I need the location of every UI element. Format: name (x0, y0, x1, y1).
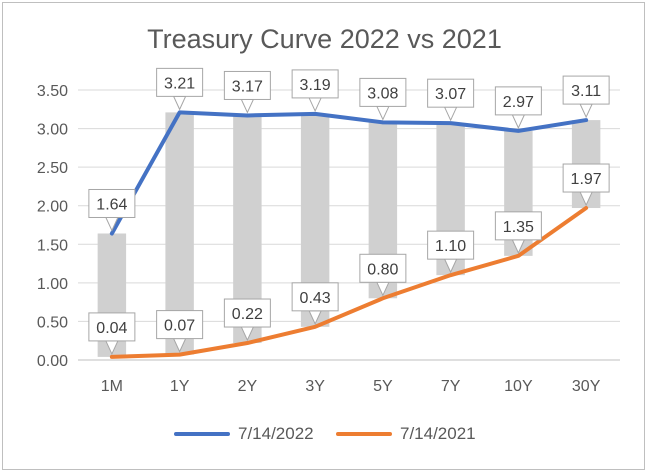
x-tick-label: 1M (101, 378, 123, 395)
data-label-box (427, 230, 475, 260)
y-tick-label: 1.00 (37, 276, 68, 293)
data-label-pointer (511, 114, 526, 130)
legend-label-2021: 7/14/2021 (400, 424, 476, 443)
data-label: 3.19 (300, 77, 331, 94)
data-label-box (562, 163, 610, 193)
y-tick-label: 2.00 (37, 199, 68, 216)
x-tick-label: 1Y (170, 378, 190, 395)
data-label-pointer (172, 95, 187, 111)
data-label-pointer (240, 98, 255, 114)
data-label: 3.17 (232, 78, 263, 95)
data-label: 1.10 (435, 238, 466, 255)
data-label-pointer (443, 106, 458, 122)
data-label-box (291, 282, 339, 312)
data-label-pointer (376, 105, 390, 121)
y-tick-label: 3.00 (37, 122, 68, 139)
data-label-box (223, 70, 271, 100)
legend-item-2022: 7/14/2022 (174, 424, 314, 444)
data-label-box (494, 86, 542, 116)
data-label: 3.07 (435, 86, 466, 103)
x-tick-label: 30Y (572, 378, 601, 395)
data-label: 1.97 (571, 171, 602, 188)
data-label-pointer (579, 103, 593, 119)
data-label: 2.97 (503, 94, 534, 111)
data-label: 0.07 (164, 318, 195, 335)
series-line (109, 206, 589, 359)
legend-item-2021: 7/14/2021 (336, 424, 476, 444)
data-label: 3.21 (164, 75, 195, 92)
data-label: 0.43 (300, 290, 331, 307)
data-label: 3.08 (367, 85, 398, 102)
data-label: 0.80 (367, 261, 398, 278)
y-tick-label: 1.50 (37, 237, 68, 254)
x-tick-label: 2Y (238, 378, 258, 395)
legend-label-2022: 7/14/2022 (238, 424, 314, 443)
x-tick-label: 3Y (305, 378, 325, 395)
data-label-box (359, 77, 407, 107)
data-label-box (88, 312, 136, 342)
data-label-box (291, 69, 339, 99)
data-label: 1.64 (96, 196, 127, 213)
y-tick-label: 0.50 (37, 314, 68, 331)
y-tick-label: 3.50 (37, 83, 68, 100)
data-label-box (359, 253, 407, 283)
chart-title: Treasury Curve 2022 vs 2021 (147, 24, 502, 54)
x-tick-label: 5Y (373, 378, 393, 395)
x-tick-label: 7Y (441, 378, 461, 395)
data-label-box (494, 211, 542, 241)
y-tick-label: 0.00 (37, 353, 68, 370)
data-label: 0.22 (232, 306, 263, 323)
data-label-pointer (308, 97, 322, 113)
data-label-box (427, 78, 475, 108)
data-label-box (156, 67, 204, 97)
data-label: 1.35 (503, 219, 534, 236)
data-label-box (562, 75, 610, 105)
data-label-box (88, 188, 136, 218)
legend-swatch-2021 (336, 432, 392, 436)
y-tick-label: 2.50 (37, 160, 68, 177)
legend-swatch-2022 (174, 432, 230, 436)
x-tick-label: 10Y (504, 378, 533, 395)
data-label-box (223, 298, 271, 328)
data-label-box (156, 310, 204, 340)
data-label: 3.11 (571, 83, 601, 100)
data-label: 0.04 (96, 320, 127, 337)
series-line (109, 110, 589, 236)
